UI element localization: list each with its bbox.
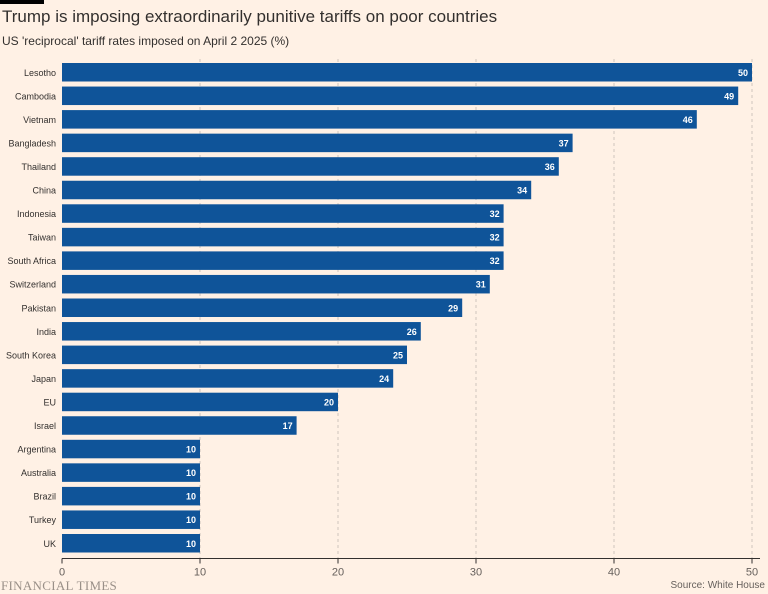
bar-indonesia (62, 204, 504, 223)
bar-china (62, 180, 532, 200)
value-label: 46 (683, 115, 693, 125)
value-label: 10 (186, 515, 196, 525)
value-label: 36 (545, 162, 555, 172)
brand-top-bar (0, 0, 44, 4)
category-label: Israel (34, 421, 56, 431)
category-label: UK (43, 539, 56, 549)
value-label: 34 (517, 186, 527, 196)
value-label: 31 (476, 280, 486, 290)
value-label: 10 (186, 492, 196, 502)
value-label: 32 (490, 256, 500, 266)
bar-argentina (62, 439, 200, 459)
x-tick-label: 50 (746, 567, 758, 579)
category-label: India (36, 327, 56, 337)
value-label: 10 (186, 445, 196, 455)
bar-south-korea (62, 345, 407, 365)
value-label: 17 (283, 421, 293, 431)
bar-brazil (62, 486, 200, 506)
category-label: South Korea (6, 350, 56, 360)
bar-bangladesh (62, 133, 573, 153)
source-note: Source: White House (670, 580, 766, 591)
bar-taiwan (62, 227, 504, 247)
category-label: Brazil (33, 492, 56, 502)
value-label: 20 (324, 397, 334, 407)
value-label: 50 (738, 68, 748, 78)
value-label: 49 (724, 91, 734, 101)
bar-uk (62, 534, 200, 553)
bar-israel (62, 416, 297, 435)
bar-turkey (62, 510, 200, 529)
brand-logo: FINANCIAL TIMES (1, 578, 118, 593)
category-label: Thailand (21, 162, 56, 172)
category-label: Switzerland (9, 280, 56, 290)
category-label: Pakistan (21, 303, 56, 313)
value-label: 26 (407, 327, 417, 337)
bar-cambodia (62, 86, 739, 106)
value-label: 32 (490, 233, 500, 243)
bar-australia (62, 463, 200, 482)
value-label: 37 (559, 138, 569, 148)
x-tick-label: 20 (332, 567, 344, 579)
category-label: EU (43, 397, 56, 407)
value-label: 29 (448, 303, 458, 313)
value-label: 25 (393, 350, 403, 360)
category-label: Japan (31, 374, 56, 384)
bar-lesotho (62, 63, 752, 82)
category-label: Lesotho (24, 68, 56, 78)
category-label: Turkey (29, 515, 57, 525)
chart-subtitle: US 'reciprocal' tariff rates imposed on … (2, 34, 290, 48)
x-tick-label: 0 (59, 567, 65, 579)
category-label: China (32, 186, 56, 196)
value-label: 24 (379, 374, 389, 384)
bar-india (62, 322, 421, 341)
x-tick-label: 40 (608, 567, 620, 579)
x-tick-label: 10 (194, 567, 206, 579)
category-label: Indonesia (17, 209, 56, 219)
x-tick-label: 30 (470, 567, 482, 579)
category-label: Taiwan (28, 233, 56, 243)
category-label: Cambodia (15, 91, 56, 101)
bar-pakistan (62, 298, 463, 317)
bar-south-africa (62, 251, 504, 270)
category-label: Argentina (17, 445, 56, 455)
bar-eu (62, 392, 338, 412)
bar-japan (62, 369, 394, 388)
value-label: 10 (186, 539, 196, 549)
bar-switzerland (62, 274, 490, 294)
bar-thailand (62, 157, 559, 176)
chart-title: Trump is imposing extraordinarily puniti… (2, 7, 498, 26)
value-label: 32 (490, 209, 500, 219)
category-label: South Africa (7, 256, 56, 266)
bar-vietnam (62, 110, 697, 129)
category-label: Vietnam (23, 115, 56, 125)
value-label: 10 (186, 468, 196, 478)
category-label: Australia (21, 468, 56, 478)
category-label: Bangladesh (8, 138, 56, 148)
